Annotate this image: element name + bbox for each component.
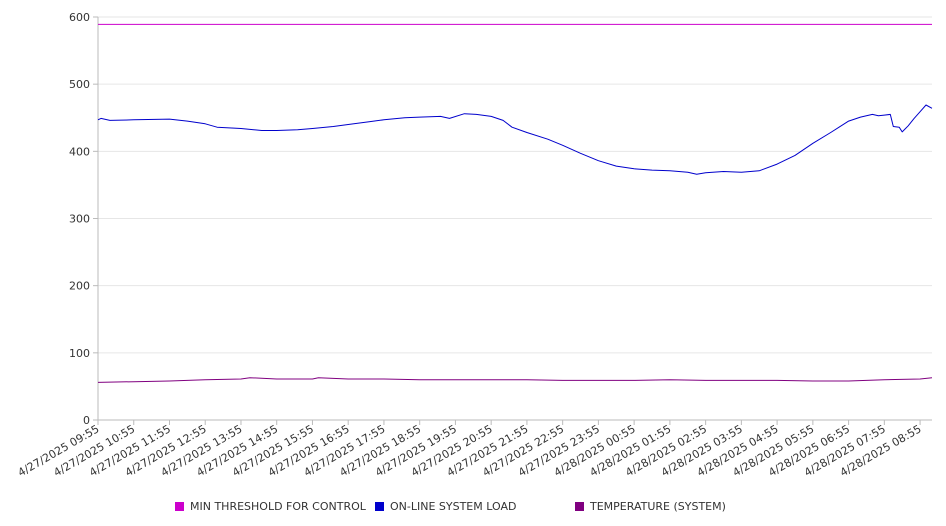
- y-tick-label: 300: [69, 213, 90, 226]
- y-tick-label: 500: [69, 78, 90, 91]
- gridlines: [98, 16, 932, 354]
- y-tick-label: 0: [83, 414, 90, 427]
- legend-item: MIN THRESHOLD FOR CONTROL: [175, 498, 366, 514]
- legend-label: ON-LINE SYSTEM LOAD: [390, 499, 517, 513]
- legend-item: ON-LINE SYSTEM LOAD: [375, 498, 516, 514]
- y-tick-label: 200: [69, 280, 90, 293]
- y-tick-label: 400: [69, 145, 90, 158]
- y-axis-ticks: 0 100 200 300 400 500 600: [69, 11, 98, 427]
- legend-item: TEMPERATURE (SYSTEM): [575, 498, 726, 514]
- series-line-on-line-system-load: [97, 104, 933, 175]
- x-axis-ticks: 4/27/2025 09:554/27/2025 10:554/27/2025 …: [16, 420, 924, 479]
- legend-label: TEMPERATURE (SYSTEM): [590, 499, 726, 513]
- chart-legend: MIN THRESHOLD FOR CONTROL ON-LINE SYSTEM …: [0, 498, 946, 514]
- y-tick-label: 600: [69, 11, 90, 24]
- legend-swatch: [375, 501, 384, 511]
- series-lines: [97, 23, 933, 383]
- legend-swatch: [175, 501, 184, 511]
- legend-swatch: [575, 501, 584, 511]
- y-tick-label: 100: [69, 347, 90, 360]
- series-line-temperature-system: [97, 377, 933, 383]
- legend-label: MIN THRESHOLD FOR CONTROL: [190, 499, 366, 513]
